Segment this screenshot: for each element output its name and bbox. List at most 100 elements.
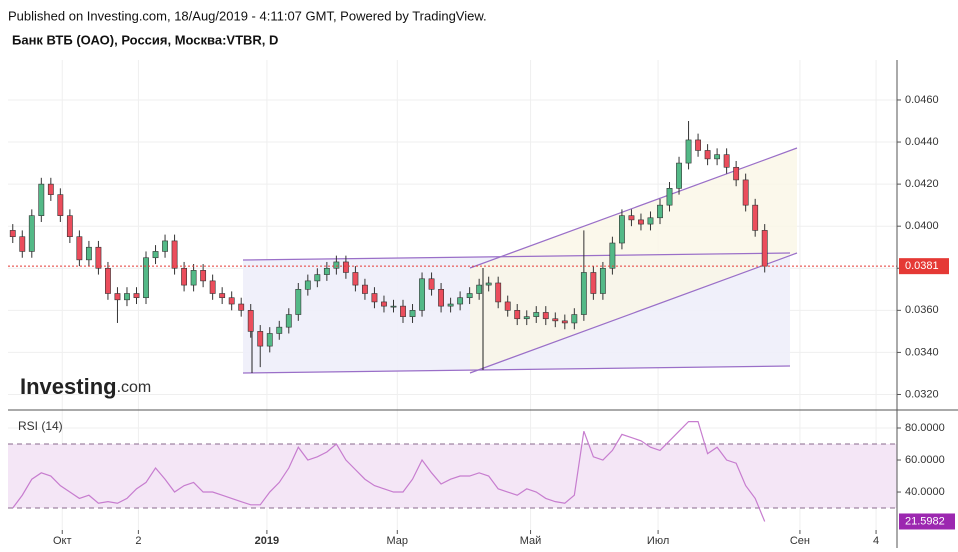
candle-body [476,284,483,294]
x-tick-label: 4 [873,535,879,547]
candle-body [342,261,349,273]
candle-body [171,240,178,269]
candle-body [276,326,283,334]
candle-body [514,310,521,320]
candle-body [352,272,359,286]
candle-body [28,215,35,252]
last-value-box [899,513,955,530]
candle-body [95,246,102,269]
last-price-box [899,258,949,275]
x-tick-label: Июл [647,535,669,547]
candle-body [695,139,701,151]
candle-body [295,288,302,315]
candle-body [247,310,254,332]
candle-body [57,194,64,216]
candle-body [647,217,654,225]
candle-body [9,230,16,238]
y-tick-label: 0.0360 [905,304,939,316]
candle-body [114,293,121,301]
trend-line [469,252,798,374]
candle-body [409,310,416,317]
candle-body [638,219,644,225]
candle-body [257,331,264,347]
candle-body [723,154,730,168]
candle-body [162,240,168,252]
candle-body [628,215,635,221]
y-tick-label: 40.0000 [905,486,945,498]
candle-body [381,301,387,307]
candle-body [447,303,454,307]
candle-body [438,288,444,307]
candle-body [419,278,425,311]
candle-body [714,154,721,160]
logo-suffix: .com [117,379,152,396]
candle-body [504,301,511,311]
candle-body [304,280,311,290]
candle-body [761,230,768,267]
candle-body [466,293,473,299]
candle-body [457,297,464,305]
candle-body [38,183,45,216]
candle-body [66,215,73,238]
candle-body [400,305,406,317]
candle-body [742,179,749,206]
x-tick-label: Май [520,535,542,547]
candle-body [19,236,26,252]
candle-body [552,318,559,322]
chart-title: Банк ВТБ (ОАО), Россия, Москва:VTBR, D [12,32,278,47]
candle-body [323,267,330,275]
candle-body [362,284,368,294]
logo-brand: Investing [20,374,117,399]
candle-body [704,150,711,160]
candle-body [181,267,188,286]
channel-fill [470,148,797,373]
candle-body [495,282,502,303]
y-tick-label: 0.0460 [905,94,939,106]
candle-body [609,242,616,269]
rsi-band [8,444,897,509]
candle-body [219,293,226,299]
candle-body [266,333,273,347]
candle-body [190,270,197,286]
candle-body [533,312,540,317]
candle-body [200,270,207,282]
y-tick-label: 0.0400 [905,220,939,232]
candle-body [590,272,597,294]
candle-body [390,305,397,308]
last-price-label: 0.0381 [905,260,939,272]
candle-body [580,272,587,315]
last-value-label: 21.5982 [905,515,945,527]
candle-body [228,297,235,305]
candle-body [666,188,673,206]
candle-body [133,293,140,299]
y-tick-label: 0.0420 [905,178,939,190]
y-tick-label: 80.0000 [905,422,945,434]
candle-body [47,183,54,195]
y-tick-label: 0.0320 [905,388,939,400]
x-tick-label: Мар [387,535,409,547]
candle-body [76,236,83,261]
trend-line [242,365,791,374]
candle-body [285,314,292,328]
candle-body [333,261,340,269]
candle-body [752,204,759,231]
candle-body [542,312,549,320]
x-tick-label: 2 [135,535,141,547]
candle-body [314,274,321,282]
indicator-title: RSI (14) [18,419,63,433]
candle-body [523,316,530,320]
candle-body [209,280,216,294]
candle-body [143,257,149,299]
y-tick-label: 0.0440 [905,136,939,148]
candle-body [599,267,606,294]
x-tick-label: 2019 [255,535,279,547]
candle-body [619,215,625,244]
candle-body [685,139,692,164]
candle-body [485,282,492,286]
rsi-line [12,421,766,522]
published-note: Published on Investing.com, 18/Aug/2019 … [8,8,487,23]
logo: Investing.com [20,374,151,399]
trend-line [242,252,791,261]
y-tick-label: 60.0000 [905,454,945,466]
candle-body [371,293,378,303]
